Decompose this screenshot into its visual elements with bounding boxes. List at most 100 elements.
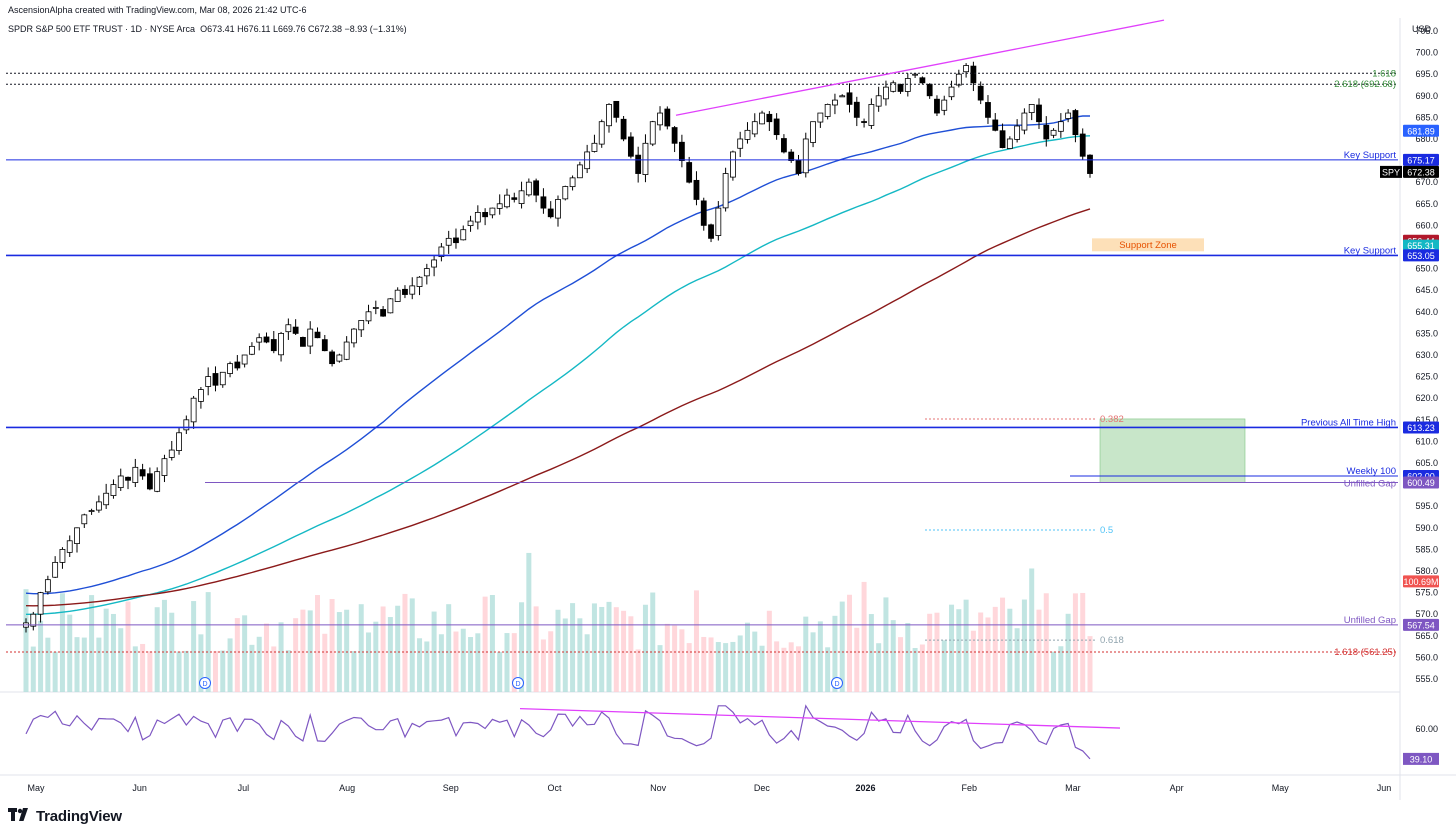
price-tick-label: 645.0 [1415,285,1438,295]
time-tick-label: Jun [1377,783,1392,793]
candle-body [620,118,627,140]
volume-bar [584,634,590,692]
hline-label: Key Support [1344,245,1397,256]
time-tick-label: Nov [650,783,667,793]
volume-bar [715,642,721,692]
volume-bar [52,651,58,692]
ticker-tag [1380,165,1402,178]
price-tag [1403,239,1439,252]
fib-label: 1.618 (561.25) [1334,647,1396,658]
volume-bar [591,603,597,692]
candle-body [402,288,408,295]
volume-bar [774,641,780,692]
volume-bar [752,631,758,692]
volume-bar [249,644,255,692]
candle-body [95,501,102,511]
price-tick-label: 700.0 [1415,48,1438,58]
candle-body [431,259,438,268]
volume-bar [322,633,328,692]
price-tick-label: 570.0 [1415,609,1438,619]
volume-bar [1014,628,1020,692]
candle-body [795,159,802,174]
moving-averages [25,115,1091,615]
candle-body [168,449,175,458]
candle-body [715,207,722,236]
price-tick-label: 560.0 [1415,652,1438,662]
volume-bar [934,612,940,692]
volume-bar [548,631,554,692]
candle-body [686,162,693,183]
price-tick-label: 610.0 [1415,436,1438,446]
candle-body [139,469,146,477]
volume-bar [263,623,269,692]
candle-body [394,289,401,302]
grid [0,18,1456,800]
candle-body [88,510,95,512]
volume-bar [963,599,969,692]
candle-body [642,142,649,175]
price-axis[interactable]: 555.0 560.0 565.0 570.0 575.0 580.0 585.0 590.0… [1380,26,1439,684]
candle-body [824,104,831,117]
volume-bar [387,617,393,692]
price-tick-label: 625.0 [1415,372,1438,382]
candle-body [1065,112,1072,119]
candle-body [1036,104,1042,123]
volume-bar [526,552,532,692]
candle-body [256,337,263,343]
candle-body [387,298,394,314]
candle-body [409,285,416,295]
candle-body [329,351,335,365]
candle-body [540,196,547,209]
time-axis[interactable]: May Jun Jul Aug Sep Oct Nov Dec 2026 Feb Mar Apr May… [27,783,1391,793]
rsi-pane: 60.00 39.10 [25,704,1439,765]
candle-body [693,179,700,200]
candle-body [649,121,656,145]
candle-body [810,121,816,143]
candle-body [190,397,197,423]
volume-bar [1080,592,1086,692]
volume-bar [497,651,503,692]
candle-body [460,229,467,241]
horizontal-lines[interactable]: Key Support Key Support Previous All Time … [6,150,1398,626]
volume-bar [985,617,991,692]
trendlines[interactable] [675,19,1165,116]
volume-bar [519,602,525,692]
volume-bar [1000,597,1006,692]
candle-body [1072,110,1079,136]
volume-bar [475,633,481,692]
candle-body [263,336,270,343]
volume-bar [482,596,488,692]
volume-bar [198,634,204,692]
volume-bar [730,641,736,692]
candle-body [547,208,554,218]
volume-bar [941,640,947,692]
hline-label: Weekly 100 [1347,466,1396,477]
ohlc-readout: O673.41 H676.11 L669.76 C672.38 −8.93 (−… [200,24,407,34]
candle-body [817,112,824,123]
price-tag [1403,165,1439,178]
candle-body [846,92,853,105]
volume-bar [285,650,291,692]
price-tick-label: 580.0 [1415,566,1438,576]
dividend-marker-icon [831,677,843,689]
candle-body [125,476,131,481]
candle-body [37,592,44,615]
candle-body [613,100,620,118]
symbol-info: SPDR S&P 500 ETF TRUST · 1D · NYSE Arca … [8,24,407,34]
price-tag-label: 675.17 [1407,155,1435,165]
candle-body [569,177,576,188]
volume-bar [1072,593,1078,692]
hline-label: Unfilled Gap [1344,615,1396,626]
candle-body [52,561,59,578]
symbol-title[interactable]: SPDR S&P 500 ETF TRUST · 1D · NYSE Arca [8,24,196,34]
time-tick-label: Sep [443,783,459,793]
support-zone-label: Support Zone [1119,240,1177,251]
hline-label: Unfilled Gap [1344,478,1396,489]
candle-body [321,339,328,352]
currency-label[interactable]: USD [1412,24,1432,34]
volume-bar [919,644,925,692]
candle-body [948,86,955,98]
